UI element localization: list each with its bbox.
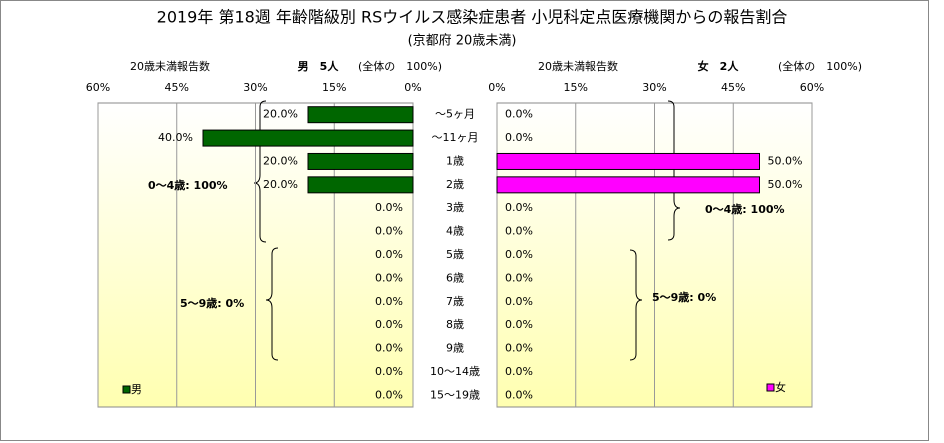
x-tick-label: 60% bbox=[86, 81, 110, 94]
value-label: 0.0% bbox=[505, 225, 533, 238]
category-label: 4歳 bbox=[446, 225, 464, 238]
annotation: 5～9歳: 0% bbox=[652, 290, 716, 304]
value-label: 0.0% bbox=[505, 248, 533, 261]
value-label: 20.0% bbox=[263, 108, 298, 121]
category-label: 8歳 bbox=[446, 318, 464, 331]
bar bbox=[496, 176, 760, 194]
chart-title: 2019年 第18週 年齢階級別 RSウイルス感染症患者 小児科定点医療機関から… bbox=[157, 8, 788, 27]
value-label: 0.0% bbox=[505, 318, 533, 331]
value-label: 0.0% bbox=[375, 388, 403, 401]
value-label: 0.0% bbox=[375, 342, 403, 355]
brace bbox=[667, 100, 681, 241]
bar bbox=[307, 176, 414, 194]
value-label: 0.0% bbox=[505, 365, 533, 378]
category-label: 2歳 bbox=[446, 178, 464, 191]
value-label: 0.0% bbox=[505, 131, 533, 144]
chart-subtitle: (京都府 20歳未満) bbox=[408, 34, 517, 49]
value-label: 0.0% bbox=[375, 201, 403, 214]
value-label: 40.0% bbox=[158, 131, 193, 144]
value-label: 50.0% bbox=[768, 178, 803, 191]
value-label: 0.0% bbox=[505, 271, 533, 284]
category-label: 3歳 bbox=[446, 201, 464, 214]
share-label: (全体の 100%) bbox=[358, 59, 442, 73]
value-label: 0.0% bbox=[505, 388, 533, 401]
annotation: 5～9歳: 0% bbox=[180, 296, 244, 310]
category-label: 10～14歳 bbox=[430, 365, 480, 378]
x-tick-label: 0% bbox=[488, 81, 505, 94]
x-tick-label: 15% bbox=[322, 81, 346, 94]
value-label: 0.0% bbox=[375, 248, 403, 261]
value-label: 0.0% bbox=[375, 318, 403, 331]
annotation: 0～4歳: 100% bbox=[705, 202, 785, 216]
category-label: 7歳 bbox=[446, 295, 464, 308]
annotation: 0～4歳: 100% bbox=[148, 178, 228, 192]
legend-swatch bbox=[766, 383, 775, 392]
x-tick-label: 30% bbox=[243, 81, 267, 94]
value-label: 0.0% bbox=[505, 342, 533, 355]
bar bbox=[496, 152, 760, 170]
category-label: 9歳 bbox=[446, 342, 464, 355]
brace bbox=[265, 247, 279, 361]
x-tick-label: 30% bbox=[642, 81, 666, 94]
panel-label: 20歳未満報告数 bbox=[130, 60, 210, 73]
value-label: 0.0% bbox=[375, 225, 403, 238]
brace bbox=[629, 249, 643, 361]
value-label: 0.0% bbox=[505, 201, 533, 214]
category-label: ～5ヶ月 bbox=[435, 108, 475, 121]
legend-label: 女 bbox=[775, 380, 786, 394]
x-tick-label: 0% bbox=[404, 81, 421, 94]
category-label: 1歳 bbox=[446, 154, 464, 167]
category-label: 5歳 bbox=[446, 248, 464, 261]
legend-label: 男 bbox=[131, 383, 142, 396]
category-label: 15～19歳 bbox=[430, 388, 480, 401]
x-tick-label: 15% bbox=[564, 81, 588, 94]
x-tick-label: 45% bbox=[165, 81, 189, 94]
value-label: 0.0% bbox=[375, 365, 403, 378]
value-label: 20.0% bbox=[263, 178, 298, 191]
bar bbox=[202, 129, 414, 147]
panel-label: 20歳未満報告数 bbox=[538, 60, 618, 73]
value-label: 0.0% bbox=[375, 295, 403, 308]
x-tick-label: 60% bbox=[800, 81, 824, 94]
legend-swatch bbox=[122, 385, 131, 394]
bar bbox=[307, 106, 414, 124]
total-label: 男 5人 bbox=[298, 59, 340, 73]
value-label: 50.0% bbox=[768, 154, 803, 167]
category-label: 6歳 bbox=[446, 271, 464, 284]
total-label: 女 2人 bbox=[698, 59, 740, 73]
value-label: 0.0% bbox=[505, 295, 533, 308]
value-label: 20.0% bbox=[263, 154, 298, 167]
bar bbox=[307, 152, 414, 170]
brace bbox=[253, 100, 267, 243]
x-tick-label: 45% bbox=[721, 81, 745, 94]
share-label: (全体の 100%) bbox=[778, 59, 862, 73]
value-label: 0.0% bbox=[375, 271, 403, 284]
category-label: ～11ヶ月 bbox=[432, 131, 479, 144]
value-label: 0.0% bbox=[505, 108, 533, 121]
